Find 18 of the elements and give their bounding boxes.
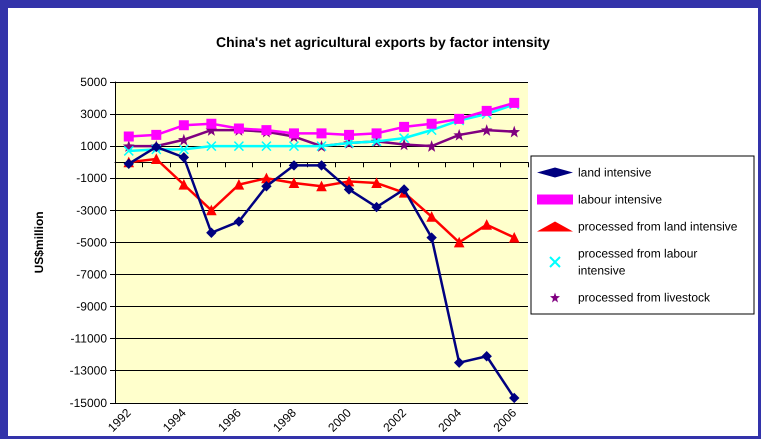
y-tick-label: -13000 (70, 364, 108, 378)
y-tick-label: -5000 (76, 235, 108, 250)
y-tick-label: 3000 (80, 107, 108, 122)
y-tick-label: -15000 (70, 396, 108, 410)
y-tick-label: -7000 (76, 267, 108, 282)
y-tick-label: -1000 (76, 171, 108, 186)
y-tick-label: 1000 (80, 139, 108, 154)
legend-label: labour intensive (578, 192, 662, 206)
legend-label: processed from labour intensive (578, 246, 701, 278)
legend-label: processed from livestock (578, 290, 712, 304)
legend-label: processed from land intensive (578, 220, 738, 234)
chart-title: China's net agricultural exports by factor intensity (216, 34, 550, 50)
y-tick-label: 5000 (80, 75, 108, 89)
legend-label: land intensive (578, 166, 652, 180)
y-tick-label: -3000 (76, 203, 108, 218)
y-axis-title: US$million (32, 211, 46, 274)
y-tick-label: -9000 (76, 300, 108, 314)
y-tick-label: -11000 (70, 332, 108, 346)
